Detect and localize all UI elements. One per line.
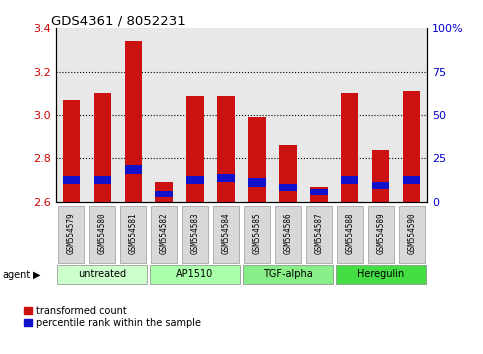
Bar bbox=[311, 187, 327, 202]
Bar bbox=[403, 91, 421, 202]
Bar bbox=[372, 182, 389, 189]
Bar bbox=[372, 150, 389, 202]
FancyBboxPatch shape bbox=[337, 206, 363, 263]
Text: GSM554582: GSM554582 bbox=[159, 212, 169, 254]
FancyBboxPatch shape bbox=[151, 206, 177, 263]
FancyBboxPatch shape bbox=[120, 206, 146, 263]
Bar bbox=[248, 117, 266, 202]
Text: agent: agent bbox=[2, 270, 30, 280]
Bar bbox=[94, 176, 111, 184]
Bar bbox=[280, 145, 297, 202]
Text: ▶: ▶ bbox=[33, 270, 41, 280]
Text: GSM554581: GSM554581 bbox=[128, 212, 138, 254]
Bar bbox=[62, 100, 80, 202]
FancyBboxPatch shape bbox=[368, 206, 394, 263]
Text: GSM554590: GSM554590 bbox=[408, 212, 416, 254]
Text: Heregulin: Heregulin bbox=[357, 269, 405, 279]
FancyBboxPatch shape bbox=[399, 206, 425, 263]
FancyBboxPatch shape bbox=[150, 265, 240, 284]
FancyBboxPatch shape bbox=[244, 206, 270, 263]
Text: GSM554583: GSM554583 bbox=[190, 212, 199, 254]
FancyBboxPatch shape bbox=[58, 206, 84, 263]
Text: GSM554579: GSM554579 bbox=[67, 212, 75, 254]
Bar bbox=[341, 93, 358, 202]
Bar bbox=[341, 176, 358, 184]
Text: GSM554580: GSM554580 bbox=[98, 212, 107, 254]
Bar bbox=[62, 176, 80, 184]
FancyBboxPatch shape bbox=[243, 265, 333, 284]
FancyBboxPatch shape bbox=[336, 265, 426, 284]
Text: GDS4361 / 8052231: GDS4361 / 8052231 bbox=[51, 14, 185, 27]
Bar bbox=[125, 41, 142, 202]
Text: AP1510: AP1510 bbox=[176, 269, 213, 279]
Bar bbox=[156, 182, 172, 202]
Text: TGF-alpha: TGF-alpha bbox=[263, 269, 313, 279]
FancyBboxPatch shape bbox=[57, 265, 147, 284]
Text: untreated: untreated bbox=[78, 269, 126, 279]
FancyBboxPatch shape bbox=[213, 206, 239, 263]
Bar bbox=[125, 165, 142, 173]
Bar bbox=[186, 96, 203, 202]
Bar bbox=[94, 93, 111, 202]
FancyBboxPatch shape bbox=[306, 206, 332, 263]
Bar bbox=[403, 176, 421, 184]
Text: GSM554584: GSM554584 bbox=[222, 212, 230, 254]
Text: GSM554589: GSM554589 bbox=[376, 212, 385, 254]
Text: GSM554585: GSM554585 bbox=[253, 212, 261, 254]
FancyBboxPatch shape bbox=[275, 206, 301, 263]
Text: GSM554588: GSM554588 bbox=[345, 212, 355, 254]
Bar bbox=[217, 96, 235, 202]
Bar bbox=[311, 189, 327, 195]
Text: GSM554587: GSM554587 bbox=[314, 212, 324, 254]
FancyBboxPatch shape bbox=[89, 206, 115, 263]
Bar bbox=[248, 178, 266, 187]
Bar bbox=[156, 191, 172, 198]
Text: GSM554586: GSM554586 bbox=[284, 212, 293, 254]
Bar bbox=[186, 176, 203, 184]
Bar bbox=[280, 184, 297, 191]
FancyBboxPatch shape bbox=[182, 206, 208, 263]
Bar bbox=[217, 173, 235, 182]
Legend: transformed count, percentile rank within the sample: transformed count, percentile rank withi… bbox=[24, 306, 201, 328]
